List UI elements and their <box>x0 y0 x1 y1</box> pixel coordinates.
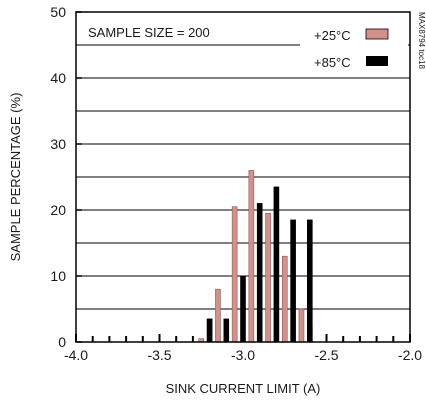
bar-85c <box>306 219 313 343</box>
y-tick-label: 40 <box>50 70 66 86</box>
bar-85c <box>256 203 263 343</box>
bar-85c <box>240 275 246 343</box>
legend-swatch-25c <box>365 28 389 40</box>
x-tick-label: -3.0 <box>231 347 255 363</box>
bar-25c <box>231 206 238 343</box>
grid-layer <box>76 44 410 310</box>
tick-layer: -4.0 -3.5 -3.0 -2.5 -2.0 0 10 20 30 40 50 <box>50 4 422 363</box>
legend: +25°C +85°C <box>300 20 408 72</box>
bar-25c <box>281 255 288 343</box>
legend-label-85c: +85°C <box>314 55 351 70</box>
bar-85c <box>290 219 296 343</box>
bar-85c <box>273 186 280 343</box>
x-axis-title: SINK CURRENT LIMIT (A) <box>166 381 321 396</box>
x-tick-label: -2.5 <box>314 347 338 363</box>
y-tick-label: 30 <box>50 136 66 152</box>
sample-size-annotation: SAMPLE SIZE = 200 <box>88 25 210 40</box>
legend-label-25c: +25°C <box>314 28 351 43</box>
y-axis-title: SAMPLE PERCENTAGE (%) <box>8 93 23 262</box>
figure-id-note: MAX8794 toc18 <box>417 12 426 69</box>
bar-25c <box>215 288 221 343</box>
annotation-backdrop <box>82 18 238 44</box>
x-tick-label: -2.0 <box>398 347 422 363</box>
y-tick-label: 10 <box>50 268 66 284</box>
x-tick-label: -3.5 <box>147 347 171 363</box>
legend-swatch-85c <box>366 56 388 66</box>
x-tick-label: -4.0 <box>64 347 88 363</box>
y-tick-label: 50 <box>50 4 66 20</box>
y-tick-label: 0 <box>58 334 66 350</box>
bar-layer <box>198 170 313 343</box>
bar-25c <box>248 170 255 343</box>
bar-25c <box>298 308 305 343</box>
legend-backdrop <box>300 20 408 72</box>
bar-25c <box>265 213 271 343</box>
y-tick-label: 20 <box>50 202 66 218</box>
